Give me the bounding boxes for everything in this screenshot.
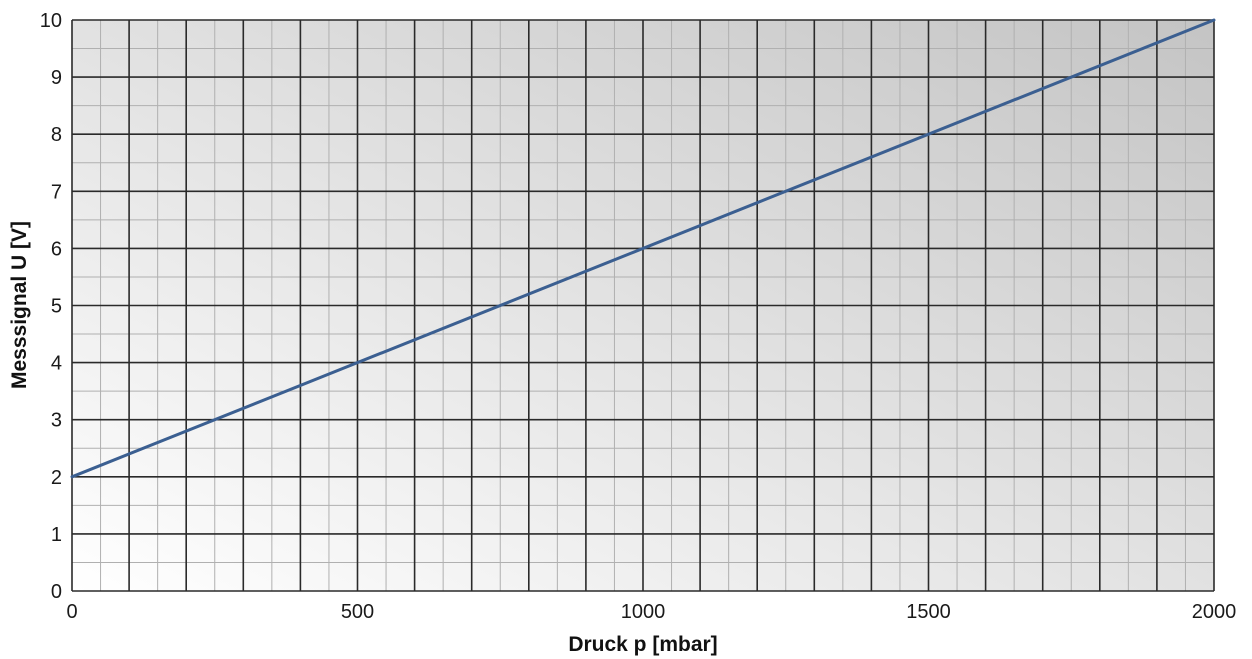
- y-tick-label: 3: [51, 410, 62, 432]
- x-tick-label: 500: [341, 601, 374, 623]
- y-tick-label: 7: [51, 181, 62, 203]
- y-tick-label: 6: [51, 238, 62, 260]
- y-tick-label: 4: [51, 353, 62, 375]
- series-layer: [70, 18, 1216, 479]
- x-tick-label: 0: [66, 601, 77, 623]
- x-tick-label: 2000: [1192, 601, 1237, 623]
- y-tick-label: 9: [51, 67, 62, 89]
- y-tick-label: 5: [51, 296, 62, 318]
- major-grid: [71, 19, 1215, 592]
- x-tick-labels: 0 500 1000 1500 2000: [66, 601, 1236, 623]
- x-tick-label: 1000: [621, 601, 666, 623]
- x-tick-label: 1500: [906, 601, 951, 623]
- y-tick-label: 1: [51, 524, 62, 546]
- y-tick-label: 0: [51, 581, 62, 603]
- series-line-0: [70, 18, 1216, 479]
- y-tick-label: 10: [40, 10, 62, 32]
- y-tick-label: 2: [51, 467, 62, 489]
- y-tick-label: 8: [51, 124, 62, 146]
- y-axis-title: Messsignal U [V]: [8, 221, 31, 389]
- y-tick-labels: 0 1 2 3 4 5 6 7 8 9 10: [40, 10, 62, 603]
- x-axis-title: Druck p [mbar]: [568, 633, 717, 656]
